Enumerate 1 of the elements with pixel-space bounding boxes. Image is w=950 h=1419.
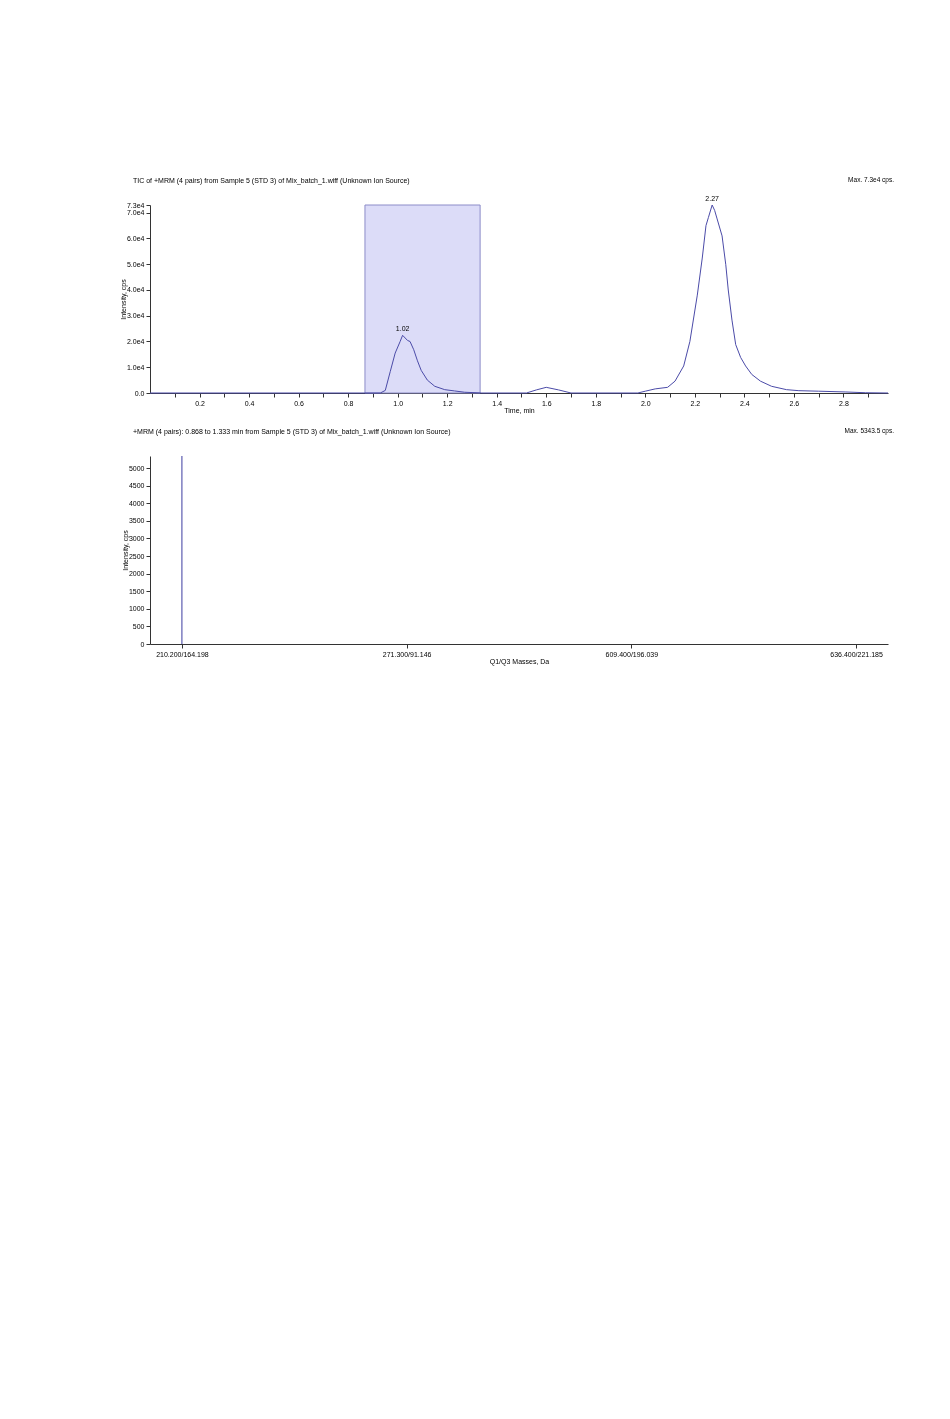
line-series bbox=[149, 204, 889, 394]
